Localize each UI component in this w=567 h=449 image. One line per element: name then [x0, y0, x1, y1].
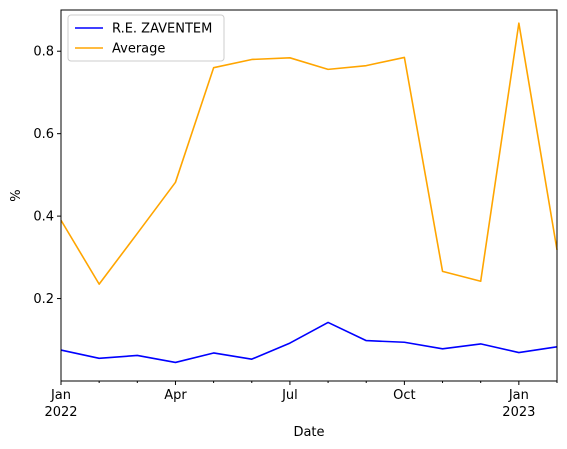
- x-tick-year-label: 2023: [502, 405, 535, 420]
- y-tick-label: 0.4: [33, 210, 54, 225]
- legend-box: [67, 14, 225, 62]
- y-axis-label: %: [9, 189, 24, 201]
- x-tick-label: Jul: [281, 388, 298, 403]
- y-tick-label: 0.2: [33, 292, 54, 307]
- y-tick-label: 0.6: [33, 127, 54, 142]
- x-tick-label: Jan: [508, 388, 529, 403]
- series-layer: [60, 22, 558, 364]
- axes-layer: 0.2 0.4 0.6 0.8 Jan 2022 Apr Jul Oct Jan 2023: [33, 45, 558, 420]
- series-line-0: [60, 321, 558, 364]
- x-tick-label: Apr: [164, 388, 187, 403]
- series-line-1: [60, 22, 558, 285]
- x-tick-label: Jan: [50, 388, 71, 403]
- legend: R.E. ZAVENTEM Average: [67, 14, 225, 62]
- x-axis-label: Date: [293, 425, 324, 440]
- x-tick-year-label: 2022: [44, 405, 77, 420]
- x-tick-label: Oct: [393, 388, 415, 403]
- legend-label: R.E. ZAVENTEM: [112, 22, 212, 37]
- legend-label: Average: [112, 42, 165, 57]
- y-tick-label: 0.8: [33, 45, 54, 60]
- plot-area-frame: [60, 9, 558, 382]
